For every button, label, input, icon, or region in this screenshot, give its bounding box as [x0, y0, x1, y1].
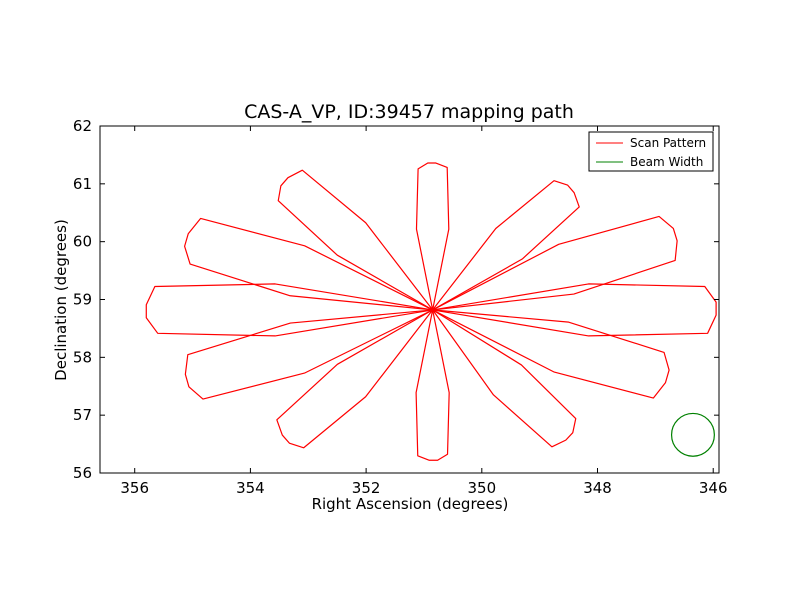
y-tick-label: 60: [73, 233, 92, 251]
x-axis: 356 354 352 350 348 346: [120, 126, 728, 497]
scan-pattern-petal: [276, 309, 434, 449]
scan-pattern-petal: [432, 309, 670, 399]
legend-label-beam-width: Beam Width: [630, 155, 703, 169]
y-tick-label: 62: [73, 117, 92, 135]
scan-pattern-petal: [432, 283, 717, 337]
legend-label-scan-pattern: Scan Pattern: [630, 136, 706, 150]
legend-box: [588, 131, 714, 172]
axes-frame: [99, 125, 720, 474]
x-tick-label: 348: [583, 479, 612, 497]
plot-area: [99, 125, 720, 474]
y-tick-label: 61: [73, 175, 92, 193]
y-tick-label: 57: [73, 406, 92, 424]
chart-title: CAS-A_VP, ID:39457 mapping path: [244, 101, 574, 123]
y-axis: 56 57 58 59 60 61 62: [73, 117, 719, 482]
scan-pattern-petal: [415, 309, 450, 461]
y-tick-label: 56: [73, 464, 92, 482]
scan-pattern-petal: [277, 169, 434, 311]
scan-pattern-petal: [184, 309, 434, 400]
x-tick-label: 356: [120, 479, 149, 497]
x-tick-label: 346: [699, 479, 728, 497]
scan-pattern-petal: [432, 309, 577, 448]
x-tick-label: 354: [236, 479, 265, 497]
scan-pattern-petal: [432, 180, 580, 311]
scan-pattern-petal: [184, 217, 434, 311]
x-axis-label: Right Ascension (degrees): [312, 495, 509, 513]
beam-width-circle: [670, 412, 715, 457]
data-layer: [145, 162, 717, 461]
y-tick-label: 59: [73, 291, 92, 309]
scan-pattern-petal: [415, 162, 450, 311]
y-axis-label: Declination (degrees): [52, 219, 70, 381]
scan-pattern-petal: [432, 215, 678, 311]
x-tick-label: 350: [467, 479, 496, 497]
legend: Scan Pattern Beam Width: [588, 131, 714, 172]
y-tick-label: 58: [73, 348, 92, 366]
x-tick-label: 352: [352, 479, 381, 497]
